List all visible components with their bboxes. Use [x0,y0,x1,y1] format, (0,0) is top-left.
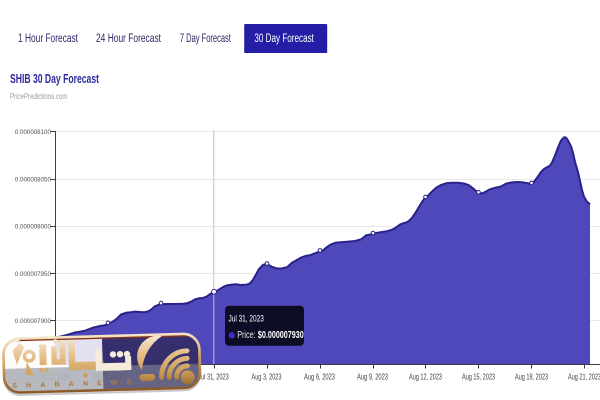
svg-text:0.000007950: 0.000007950 [15,271,51,278]
svg-text:$0.000007930: $0.000007930 [258,330,304,341]
svg-text:7 Day Forecast: 7 Day Forecast [180,33,232,45]
svg-text:0.000007900: 0.000007900 [15,318,51,325]
svg-text:Aug 3, 2023: Aug 3, 2023 [252,373,282,382]
svg-text:SHABANEWS: SHABANEWS [12,379,136,389]
svg-text:Jul 31, 2023: Jul 31, 2023 [198,373,229,382]
svg-text:Aug 9, 2023: Aug 9, 2023 [357,373,388,382]
svg-text:30 Day Forecast: 30 Day Forecast [254,33,314,45]
svg-text:Aug 15, 2023: Aug 15, 2023 [462,373,495,382]
svg-text:Price:: Price: [237,330,256,341]
svg-text:0.000008100: 0.000008100 [15,129,51,136]
svg-text:Aug 21, 2023: Aug 21, 2023 [568,373,600,382]
svg-text:0.000008000: 0.000008000 [15,224,51,231]
svg-text:Aug 12, 2023: Aug 12, 2023 [409,373,442,382]
svg-text:Aug 18, 2023: Aug 18, 2023 [515,373,548,382]
svg-text:Aug 6, 2023: Aug 6, 2023 [304,373,335,382]
svg-text:Jul 31, 2023: Jul 31, 2023 [229,313,264,324]
svg-text:0.000008050: 0.000008050 [15,176,51,183]
svg-text:1 Hour Forecast: 1 Hour Forecast [18,33,79,45]
svg-text:24 Hour Forecast: 24 Hour Forecast [96,33,162,45]
svg-text:SHIB 30 Day Forecast: SHIB 30 Day Forecast [10,71,99,86]
svg-text:PricePredictions.com: PricePredictions.com [10,92,68,101]
